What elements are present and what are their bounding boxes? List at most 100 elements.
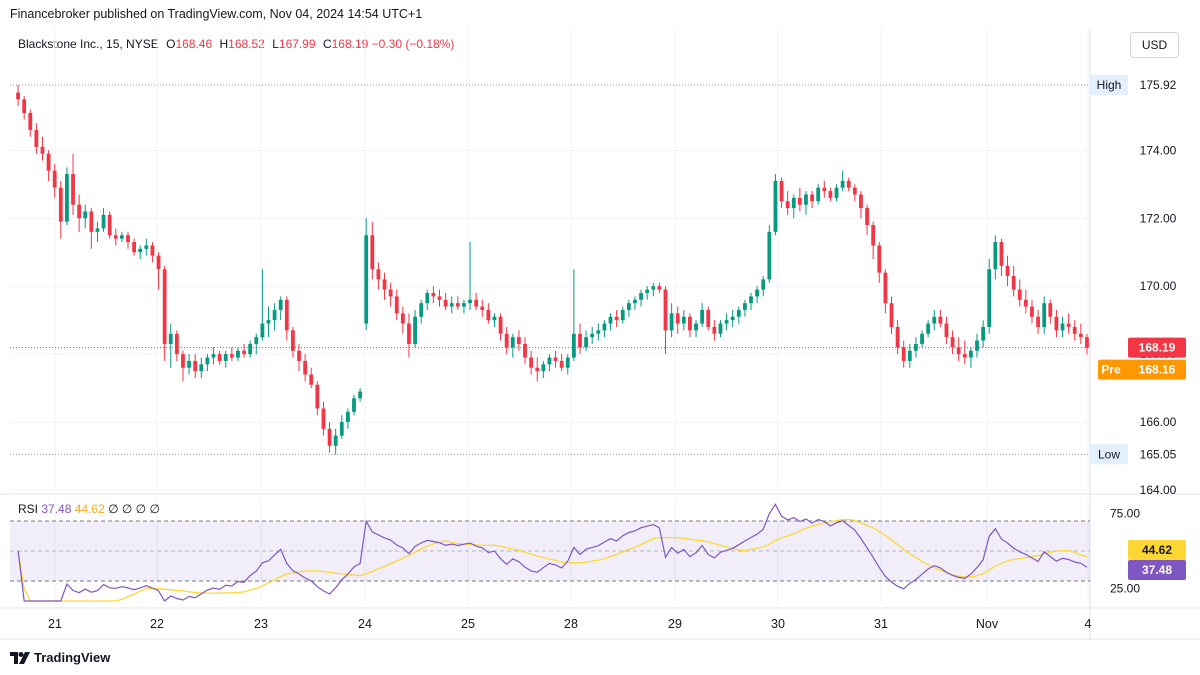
candle-body xyxy=(107,214,112,236)
candle xyxy=(284,296,289,341)
candle xyxy=(339,415,344,440)
candle-body xyxy=(101,214,106,229)
candle xyxy=(150,242,155,263)
candle xyxy=(889,296,894,334)
price-axis[interactable]: 174.00172.00170.00168.00166.00164.00High… xyxy=(1090,75,1186,596)
last-price-bg xyxy=(1128,337,1186,358)
candle xyxy=(926,320,931,338)
candle xyxy=(1054,309,1059,338)
candle-body xyxy=(865,208,869,226)
pre-market-label: Pre xyxy=(1101,363,1121,377)
candle-body xyxy=(559,360,564,368)
candle xyxy=(999,238,1004,276)
candle-body xyxy=(162,269,167,344)
candle-body xyxy=(468,299,472,304)
tradingview-logo[interactable]: TradingView xyxy=(10,650,110,665)
candle xyxy=(309,367,314,389)
low-marker-label: Low xyxy=(1098,447,1120,461)
candle xyxy=(1023,289,1028,314)
candle xyxy=(260,269,265,341)
candle-body xyxy=(767,231,772,280)
candle-body xyxy=(278,299,283,310)
candle-body xyxy=(455,303,460,307)
candle xyxy=(1048,299,1053,324)
price-tick-label: 164.00 xyxy=(1140,483,1177,497)
rsi-ma-badge-value: 44.62 xyxy=(1142,543,1172,557)
candle xyxy=(914,337,918,358)
candle-body xyxy=(303,360,308,375)
candle xyxy=(633,296,637,310)
time-axis[interactable]: 21 22 23 24 25 28 29 30 31 Nov 4 xyxy=(48,617,1091,631)
currency-button[interactable]: USD xyxy=(1130,32,1179,58)
candle xyxy=(614,309,619,327)
candle-body xyxy=(743,303,747,310)
candle xyxy=(907,343,912,368)
candle xyxy=(315,381,320,416)
candle xyxy=(510,333,515,358)
candle-body xyxy=(517,337,521,344)
candle-body xyxy=(65,174,69,222)
candle xyxy=(480,299,485,317)
tradingview-logo-icon xyxy=(10,651,30,664)
time-tick-label: 22 xyxy=(150,617,164,631)
candle-body xyxy=(871,225,876,246)
candle xyxy=(278,296,283,321)
candle-body xyxy=(718,323,723,334)
candle xyxy=(333,428,338,455)
candle xyxy=(217,350,222,365)
candle xyxy=(162,265,167,361)
rsi-legend-extra: ∅ ∅ ∅ ∅ xyxy=(108,502,160,516)
candle-body xyxy=(571,333,576,358)
candle xyxy=(168,323,173,368)
candle xyxy=(425,289,430,310)
candle-body xyxy=(675,313,680,324)
high-marker: High 175.92 xyxy=(1090,75,1177,96)
candle-body xyxy=(205,357,210,365)
candle-body xyxy=(712,326,717,334)
rsi-ma-badge: 44.62 xyxy=(1128,540,1186,560)
candle-body xyxy=(83,211,88,219)
candle xyxy=(651,282,656,297)
candle-body xyxy=(492,316,497,321)
candle-body xyxy=(846,180,851,188)
rsi-badge: 37.48 xyxy=(1128,560,1186,580)
candle-body xyxy=(223,354,228,361)
candle xyxy=(1085,333,1089,355)
candle xyxy=(535,357,540,382)
close-value: 168.19 xyxy=(331,37,369,51)
candle-body xyxy=(462,303,466,307)
publisher-note: Financebroker published on TradingView.c… xyxy=(10,7,423,21)
candle xyxy=(449,296,454,314)
candle-body xyxy=(614,316,619,321)
candle-body xyxy=(981,326,986,341)
candle-body xyxy=(901,347,906,361)
candle-body xyxy=(1017,289,1022,300)
candle xyxy=(517,330,521,351)
candle-body xyxy=(633,299,637,304)
candle-body xyxy=(657,286,662,290)
symbol-name[interactable]: Blackstone Inc., 15, NYSE xyxy=(18,37,159,51)
candle xyxy=(956,337,961,361)
candle-body xyxy=(688,316,692,331)
candle xyxy=(303,354,308,382)
candle xyxy=(199,357,204,378)
candle xyxy=(804,191,808,215)
candle xyxy=(486,303,491,324)
candle xyxy=(364,218,369,331)
candle xyxy=(565,354,570,375)
candle-body xyxy=(291,330,295,351)
candle xyxy=(553,350,558,368)
candle xyxy=(877,242,882,283)
candle-body xyxy=(816,187,821,202)
candle-body xyxy=(590,333,595,338)
candle xyxy=(394,289,399,321)
rsi-label: RSI xyxy=(18,502,39,516)
candle xyxy=(700,303,705,327)
candle-body xyxy=(797,197,802,205)
candle-body xyxy=(242,350,246,355)
candle xyxy=(498,313,503,341)
candle xyxy=(657,282,662,293)
candle xyxy=(816,184,821,205)
candle-body xyxy=(535,367,540,372)
